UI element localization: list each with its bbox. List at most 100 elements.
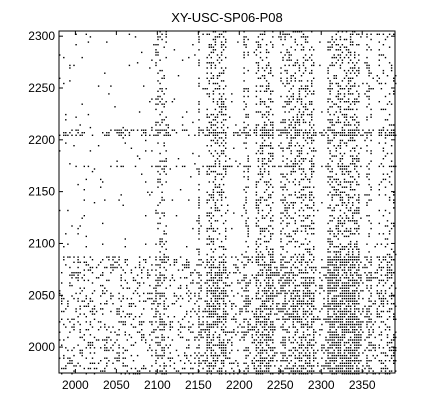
scatter-point [364,93,366,95]
scatter-point [362,365,364,367]
scatter-point [206,316,208,318]
scatter-point [229,362,231,364]
scatter-point [265,336,268,339]
scatter-point [220,59,223,61]
scatter-point [243,88,245,90]
scatter-point [304,261,307,263]
scatter-point [118,310,120,313]
scatter-point [194,310,196,313]
scatter-point [294,49,296,51]
scatter-point [309,290,311,292]
scatter-point [257,341,260,344]
scatter-point [184,354,186,357]
scatter-point [343,46,346,48]
scatter-point [294,134,296,136]
scatter-point [306,264,309,266]
scatter-point [339,261,342,263]
scatter-point [218,336,221,339]
scatter-point [270,373,272,375]
scatter-point [278,373,280,375]
scatter-point [153,329,155,331]
scatter-point [149,347,151,349]
scatter-point [282,352,284,354]
scatter-point [97,362,100,364]
scatter-point [136,331,139,333]
scatter-point [370,88,372,90]
scatter-point [253,341,255,344]
scatter-point [341,202,344,204]
scatter-point [265,183,268,186]
scatter-point [261,370,264,372]
scatter-point [366,119,368,121]
scatter-point [333,207,335,209]
scatter-point [257,365,260,367]
scatter-point [104,199,106,201]
scatter-point [247,227,249,230]
scatter-point [268,287,270,289]
scatter-point [120,316,122,318]
scatter-point [59,77,61,79]
scatter-point [263,240,266,243]
scatter-point [311,233,313,235]
scatter-point [259,46,262,48]
scatter-point [245,44,247,46]
scatter-point [159,222,161,225]
scatter-point [333,259,335,261]
scatter-point [245,282,247,284]
scatter-point [319,329,321,331]
scatter-point [161,334,163,336]
scatter-point [274,287,276,289]
scatter-point [349,266,352,269]
scatter-point [327,67,329,69]
scatter-point [255,103,258,105]
scatter-point [347,362,350,364]
scatter-point [91,362,94,364]
scatter-point [331,36,333,38]
scatter-point [165,36,167,38]
scatter-point [157,341,159,344]
scatter-point [354,98,356,100]
scatter-point [339,145,342,147]
scatter-point [255,111,258,113]
scatter-point [102,259,104,261]
scatter-point [362,310,364,313]
scatter-point [206,287,208,289]
scatter-point [212,349,215,352]
scatter-point [313,370,315,372]
scatter-point [163,165,165,168]
scatter-point [300,75,303,77]
scatter-point [347,132,350,134]
scatter-point [282,274,284,276]
scatter-point [333,326,335,328]
scatter-point [151,269,153,271]
scatter-point [284,199,286,201]
scatter-point [270,248,272,250]
scatter-point [73,272,75,274]
scatter-point [341,362,344,364]
scatter-point [345,124,348,126]
scatter-point [298,365,301,367]
scatter-point [335,95,337,98]
scatter-point [97,277,100,279]
scatter-point [284,308,286,310]
scatter-point [247,178,249,181]
scatter-point [370,313,372,315]
scatter-point [247,326,249,328]
scatter-point [81,349,83,352]
scatter-point [292,370,294,372]
scatter-point [356,165,358,168]
scatter-point [263,349,266,352]
scatter-point [296,59,299,61]
scatter-point [288,274,290,276]
scatter-point [104,326,106,328]
scatter-point [159,124,161,126]
scatter-point [306,152,309,155]
scatter-point [200,323,202,326]
scatter-point [263,132,266,134]
scatter-point [309,334,311,336]
scatter-point [268,269,270,271]
scatter-point [331,259,333,261]
scatter-point [161,246,163,248]
scatter-point [319,277,321,279]
scatter-point [311,173,313,175]
